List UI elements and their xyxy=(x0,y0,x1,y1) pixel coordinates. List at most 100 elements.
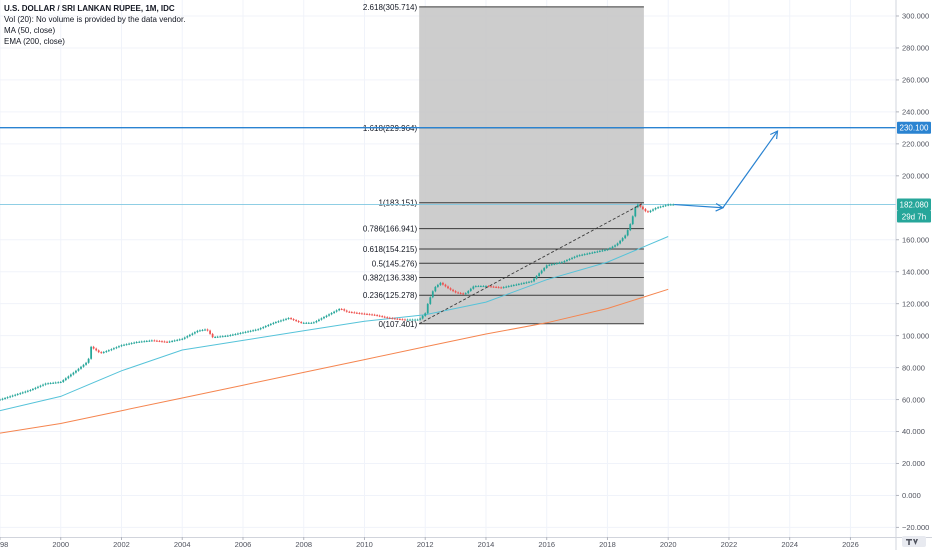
fibonacci-level-label: 0.5(145.276) xyxy=(372,259,418,268)
candle xyxy=(125,344,128,346)
candle xyxy=(517,283,520,285)
candle xyxy=(237,333,239,335)
projection-path[interactable] xyxy=(674,130,779,212)
arrow-head-icon xyxy=(770,130,779,140)
candle xyxy=(591,252,594,254)
ema-indicator-label[interactable]: EMA (200, close) xyxy=(4,37,65,46)
horizontal-lines[interactable] xyxy=(0,126,896,205)
candle xyxy=(259,328,262,330)
time-axis[interactable]: 1998 2000 2002 2004 2006 2008 2010 2012 2014 2016… xyxy=(0,537,932,549)
candle xyxy=(363,313,366,315)
candle xyxy=(310,322,313,324)
price-tick-label: 40.000 xyxy=(902,427,925,436)
fibonacci-zone[interactable] xyxy=(419,6,644,324)
candle xyxy=(421,315,424,319)
candles xyxy=(0,203,675,401)
price-tick-label: 280.000 xyxy=(902,44,929,53)
candle xyxy=(320,318,323,320)
fib-trend-line[interactable] xyxy=(418,202,645,325)
projection-segment[interactable] xyxy=(722,130,779,209)
price-tick-label: 120.000 xyxy=(902,299,929,308)
candle xyxy=(512,285,515,287)
candle xyxy=(353,312,356,314)
candle xyxy=(188,334,191,337)
candle xyxy=(37,386,39,388)
candle xyxy=(150,340,153,342)
candle xyxy=(457,292,460,294)
candle xyxy=(414,319,416,321)
price-tick-label: 260.000 xyxy=(902,76,929,85)
candle xyxy=(416,319,419,321)
moving-averages xyxy=(0,236,669,434)
candle xyxy=(54,382,57,384)
candle xyxy=(533,278,535,282)
candle xyxy=(419,318,422,320)
candle xyxy=(118,346,120,348)
time-tick-label: 2006 xyxy=(235,540,252,549)
candle xyxy=(333,311,336,313)
trend-line[interactable] xyxy=(418,202,645,325)
candle xyxy=(59,381,62,383)
projection-segment[interactable] xyxy=(674,203,723,209)
candle xyxy=(399,318,401,320)
candle xyxy=(120,345,123,347)
candle xyxy=(42,384,44,386)
candle xyxy=(376,315,379,317)
candle xyxy=(224,335,227,337)
symbol-title[interactable]: U.S. DOLLAR / SRI LANKAN RUPEE, 1M, IDC xyxy=(4,4,175,13)
candle xyxy=(469,288,472,291)
candle xyxy=(285,318,287,320)
fibonacci-retracement[interactable]: 0(107.401) 0.236(125.278) 0.382(136.338) 0.… xyxy=(363,3,644,329)
candle xyxy=(1,398,4,400)
candle xyxy=(262,327,265,329)
candle xyxy=(47,383,49,385)
candle xyxy=(338,308,341,311)
price-axis[interactable]: 300.000 280.000 260.000 240.000 220.000 200.0… xyxy=(895,0,929,550)
candle xyxy=(598,250,601,252)
candle xyxy=(578,255,581,257)
candle xyxy=(290,318,292,320)
candle xyxy=(540,270,543,274)
candle xyxy=(312,322,315,324)
candle xyxy=(535,275,538,279)
candle xyxy=(82,364,85,367)
candle xyxy=(355,312,358,314)
candle xyxy=(305,322,308,324)
tradingview-logo-icon[interactable] xyxy=(902,536,926,547)
candle xyxy=(199,330,201,332)
candle xyxy=(77,368,80,371)
volume-indicator-label[interactable]: Vol (20): No volume is provided by the d… xyxy=(4,15,186,24)
candle xyxy=(482,286,485,288)
candle xyxy=(583,254,586,256)
price-tick-label: 100.000 xyxy=(902,331,929,340)
candle xyxy=(545,265,548,268)
candle xyxy=(343,309,346,311)
candle xyxy=(34,387,37,389)
candle xyxy=(657,207,659,209)
candle xyxy=(520,283,523,285)
candle xyxy=(510,285,513,287)
candle xyxy=(426,303,429,314)
candle xyxy=(292,319,295,321)
ma-indicator-label[interactable]: MA (50, close) xyxy=(4,26,56,35)
candle xyxy=(480,286,482,288)
candle xyxy=(16,393,19,395)
candle xyxy=(307,322,310,324)
candle xyxy=(102,351,105,353)
price-tick-label: 240.000 xyxy=(902,108,929,117)
candle xyxy=(287,318,290,320)
candle xyxy=(274,322,277,324)
candle xyxy=(424,313,427,316)
candle xyxy=(528,281,530,283)
price-tick-label: 20.000 xyxy=(902,459,925,468)
candle xyxy=(340,308,343,310)
candle xyxy=(9,396,12,398)
price-tick-label: 60.000 xyxy=(902,395,925,404)
candle xyxy=(624,235,627,239)
candle xyxy=(601,250,604,252)
candle xyxy=(401,319,404,321)
candle xyxy=(449,288,452,290)
candle xyxy=(525,282,528,284)
candle xyxy=(24,391,27,393)
